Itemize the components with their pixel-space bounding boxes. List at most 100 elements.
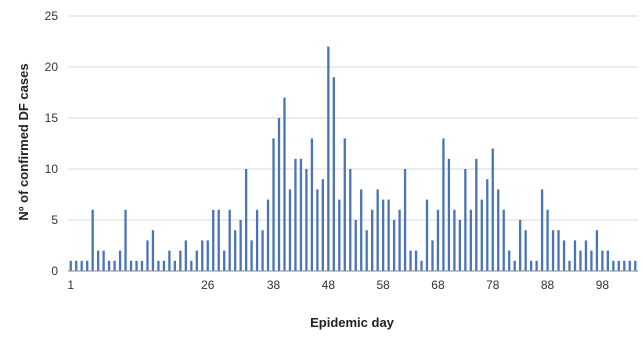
- x-tick-label: 98: [596, 278, 610, 292]
- bar: [514, 261, 516, 271]
- bar: [387, 200, 389, 271]
- bar: [130, 261, 132, 271]
- x-tick-label: 1: [67, 278, 74, 292]
- bar: [256, 210, 258, 271]
- bar: [218, 210, 220, 271]
- bar: [470, 210, 472, 271]
- bar: [497, 189, 499, 271]
- y-tick-label: 5: [51, 213, 58, 227]
- bar: [113, 261, 115, 271]
- bar: [234, 230, 236, 271]
- bar: [579, 251, 581, 271]
- bar: [371, 210, 373, 271]
- bar: [305, 169, 307, 271]
- bar: [333, 77, 335, 271]
- bar: [179, 251, 181, 271]
- bar: [190, 261, 192, 271]
- bar: [250, 240, 252, 271]
- bar: [322, 179, 324, 271]
- bar: [300, 159, 302, 271]
- x-tick-label: 68: [431, 278, 445, 292]
- bar: [541, 189, 543, 271]
- bar: [245, 169, 247, 271]
- y-tick-label: 20: [45, 60, 59, 74]
- bar: [398, 210, 400, 271]
- bar: [420, 261, 422, 271]
- bar: [448, 159, 450, 271]
- bar: [557, 230, 559, 271]
- bar: [97, 251, 99, 271]
- bar: [377, 189, 379, 271]
- bar: [546, 210, 548, 271]
- bar: [453, 210, 455, 271]
- bar: [196, 251, 198, 271]
- bar: [503, 210, 505, 271]
- bar: [316, 189, 318, 271]
- bar: [146, 240, 148, 271]
- bar: [459, 220, 461, 271]
- bar: [355, 220, 357, 271]
- bar: [267, 200, 269, 271]
- bar: [207, 240, 209, 271]
- bar: [81, 261, 83, 271]
- bar: [437, 210, 439, 271]
- bar: [568, 261, 570, 271]
- bar: [415, 251, 417, 271]
- bar: [634, 261, 636, 271]
- x-tick-labels: 12638485868788898110123: [67, 278, 643, 292]
- y-tick-label: 25: [45, 9, 59, 23]
- bar: [294, 159, 296, 271]
- bar: [289, 189, 291, 271]
- bar: [431, 240, 433, 271]
- gridlines: [68, 16, 638, 220]
- bar: [212, 210, 214, 271]
- y-tick-label: 15: [45, 111, 59, 125]
- bar: [404, 169, 406, 271]
- bar: [108, 261, 110, 271]
- bar: [426, 200, 428, 271]
- bar: [141, 261, 143, 271]
- bar: [601, 251, 603, 271]
- bar: [327, 47, 329, 271]
- bar: [157, 261, 159, 271]
- bar: [75, 261, 77, 271]
- bar: [574, 240, 576, 271]
- bar: [623, 261, 625, 271]
- bar: [283, 98, 285, 271]
- bar: [261, 230, 263, 271]
- y-tick-label: 10: [45, 162, 59, 176]
- bar: [492, 149, 494, 271]
- bar: [629, 261, 631, 271]
- bar: [229, 210, 231, 271]
- bar: [486, 179, 488, 271]
- bar: [152, 230, 154, 271]
- x-tick-label: 78: [486, 278, 500, 292]
- bar: [272, 138, 274, 271]
- y-axis-title: Nº of confirmed DF cases: [16, 63, 31, 220]
- bar: [409, 251, 411, 271]
- bar: [596, 230, 598, 271]
- y-tick-label: 0: [51, 264, 58, 278]
- bar: [223, 251, 225, 271]
- bar: [201, 240, 203, 271]
- bar: [530, 261, 532, 271]
- x-tick-label: 48: [322, 278, 336, 292]
- bar: [311, 138, 313, 271]
- bars: [70, 47, 637, 271]
- bar: [168, 251, 170, 271]
- y-tick-labels: 0 5 10 15 20 25: [45, 9, 59, 278]
- bar: [135, 261, 137, 271]
- bar: [612, 261, 614, 271]
- bar: [585, 240, 587, 271]
- bar: [70, 261, 72, 271]
- bar: [524, 230, 526, 271]
- bar: [174, 261, 176, 271]
- bar: [102, 251, 104, 271]
- bar: [481, 200, 483, 271]
- bar: [475, 159, 477, 271]
- bar: [607, 251, 609, 271]
- x-tick-label: 58: [376, 278, 390, 292]
- bar: [86, 261, 88, 271]
